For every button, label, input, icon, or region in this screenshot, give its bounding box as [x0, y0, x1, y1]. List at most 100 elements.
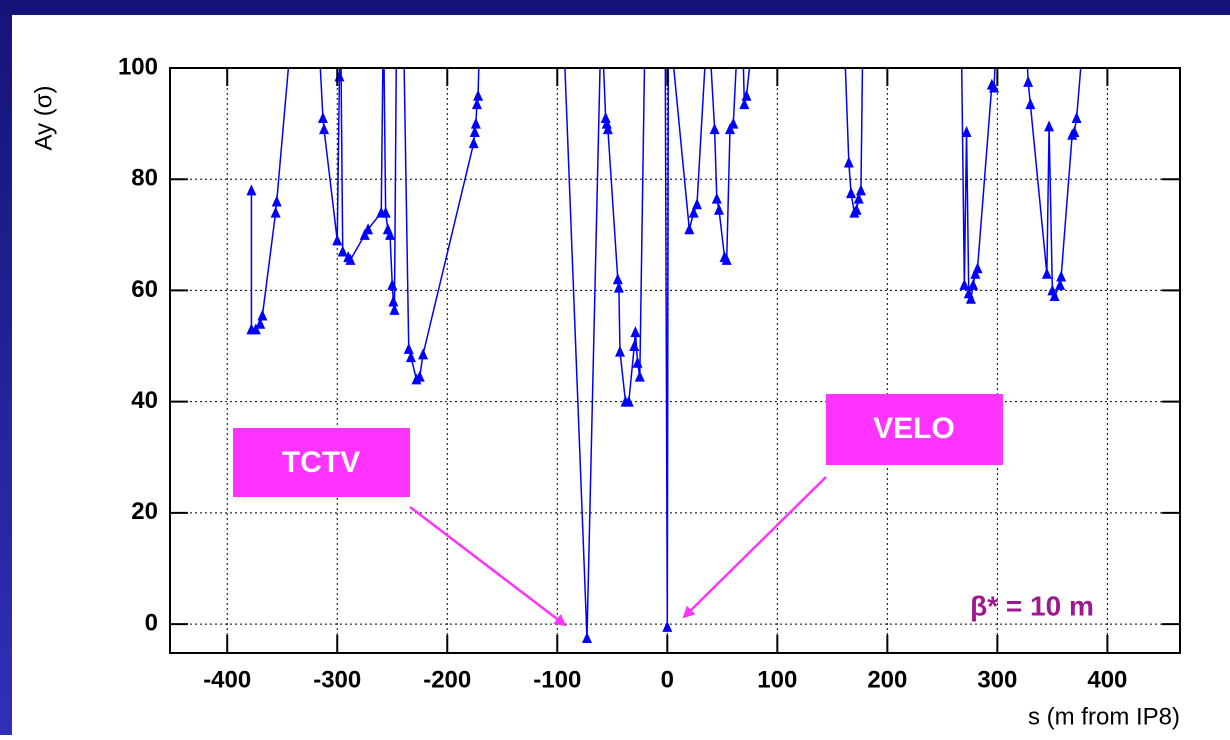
marker [388, 295, 399, 307]
marker [613, 281, 624, 293]
marker [714, 203, 725, 215]
y-tick-label: 100 [118, 53, 158, 80]
marker [968, 278, 979, 290]
marker [965, 292, 976, 304]
annotation-box [233, 428, 410, 497]
marker [739, 98, 750, 110]
marker [255, 317, 266, 329]
marker [389, 303, 400, 315]
marker [469, 125, 480, 137]
x-axis-title: s (m from IP8) [1028, 703, 1180, 730]
marker [403, 342, 414, 354]
marker [970, 267, 981, 279]
x-tick-label: -100 [533, 666, 581, 693]
marker [387, 278, 398, 290]
marker [634, 370, 645, 382]
marker [855, 184, 866, 196]
marker [581, 631, 592, 643]
x-tick-label: -200 [423, 666, 471, 693]
x-tick-label: -400 [203, 666, 251, 693]
marker [711, 192, 722, 204]
marker [632, 356, 643, 368]
x-tick-label: 300 [977, 666, 1017, 693]
marker [418, 348, 429, 360]
marker [363, 223, 374, 235]
marker [684, 223, 695, 235]
x-tick-label: 400 [1087, 666, 1127, 693]
marker [721, 253, 732, 265]
marker [1056, 270, 1067, 282]
marker [972, 262, 983, 274]
marker [961, 125, 972, 137]
marker [257, 309, 268, 321]
marker [851, 203, 862, 215]
marker [843, 156, 854, 168]
marker [741, 89, 752, 101]
marker [1055, 278, 1066, 290]
marker [612, 273, 623, 285]
x-tick-label: -300 [313, 666, 361, 693]
marker [246, 184, 257, 196]
y-tick-label: 20 [131, 498, 158, 525]
marker [600, 112, 611, 124]
ticks: -400 -300 -200 -100 0 100 200 300 400 0 20 40 60 80 10… [118, 53, 1180, 693]
marker [989, 81, 1000, 93]
marker [1041, 267, 1052, 279]
marker [359, 228, 370, 240]
marker [405, 351, 416, 363]
y-tick-label: 60 [131, 276, 158, 303]
marker [1023, 75, 1034, 87]
marker [725, 123, 736, 135]
marker [959, 278, 970, 290]
marker [846, 187, 857, 199]
marker [380, 206, 391, 218]
marker [332, 234, 343, 246]
marker [1071, 112, 1082, 124]
marker [629, 340, 640, 352]
marker [271, 195, 282, 207]
marker [853, 192, 864, 204]
arrow [682, 476, 827, 619]
x-tick-label: 0 [661, 666, 674, 693]
marker [623, 395, 634, 407]
marker [692, 198, 703, 210]
marker [473, 89, 484, 101]
marker [601, 117, 612, 129]
annotation-box [826, 394, 1003, 465]
marker [688, 206, 699, 218]
marker [728, 117, 739, 129]
marker [317, 112, 328, 124]
marker [1044, 120, 1055, 132]
y-tick-label: 0 [145, 609, 158, 636]
marker [614, 345, 625, 357]
annotation: TCTV [282, 446, 360, 479]
marker [270, 206, 281, 218]
marker [250, 323, 261, 335]
arrow [409, 506, 567, 627]
marker [337, 245, 348, 257]
marker [1025, 98, 1036, 110]
marker [709, 123, 720, 135]
frame [169, 67, 1181, 654]
marker [630, 326, 641, 338]
marker [345, 253, 356, 265]
y-axis-title: Ay (σ) [30, 85, 57, 150]
annotation: VELO [873, 412, 955, 445]
marker [468, 137, 479, 149]
annotation: β* = 10 m [970, 590, 1094, 621]
plot-area [246, 68, 1082, 643]
marker [385, 228, 396, 240]
marker [602, 123, 613, 135]
x-tick-label: 200 [867, 666, 907, 693]
marker [662, 620, 673, 632]
marker [414, 370, 425, 382]
marker [1049, 289, 1060, 301]
panel [12, 15, 1230, 735]
marker [470, 117, 481, 129]
y-tick-label: 80 [131, 165, 158, 192]
marker [1069, 125, 1080, 137]
x-tick-label: 100 [757, 666, 797, 693]
marker [319, 123, 330, 135]
marker [471, 98, 482, 110]
